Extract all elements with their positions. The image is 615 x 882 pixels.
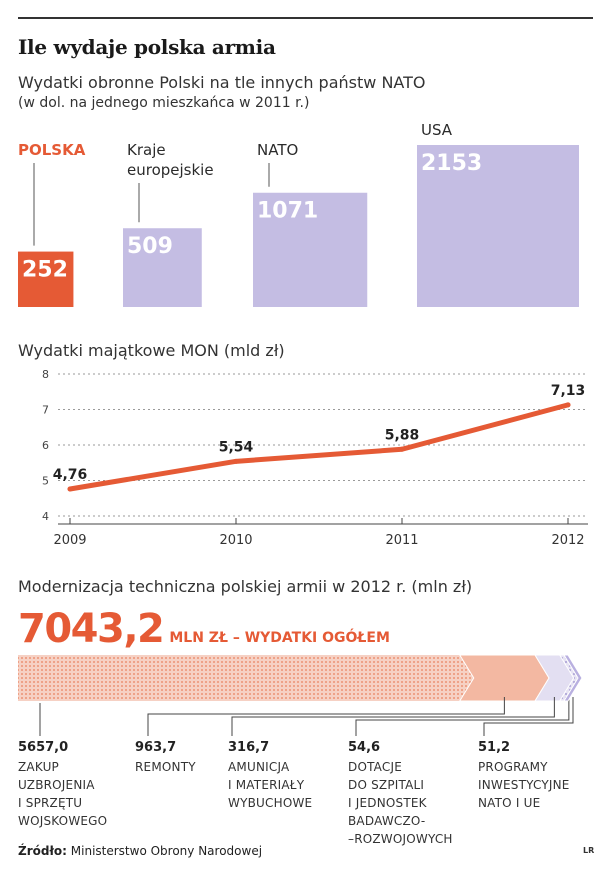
segment-value: 51,2 <box>478 740 511 755</box>
bar-3 <box>417 145 579 307</box>
bar-value-label-2: 1071 <box>257 199 318 224</box>
category-label-3: USA <box>421 121 453 139</box>
leader-line <box>355 697 570 736</box>
segment-label: PROGRAMY INWESTYCYJNE NATO I UE <box>478 760 570 810</box>
category-label-1: Kraje <box>127 141 166 159</box>
category-label-2: NATO <box>257 141 298 159</box>
segment-caption: 963,7 REMONTY <box>135 740 196 776</box>
category-label-1: europejskie <box>127 161 214 179</box>
x-tick-label: 2010 <box>219 533 252 548</box>
y-tick-label: 7 <box>42 404 49 417</box>
publisher-logo: LR <box>583 846 595 855</box>
total-spending: 7043,2 MLN ZŁ – WYDATKI OGÓŁEM <box>18 606 390 652</box>
segment-value: 54,6 <box>348 740 381 755</box>
page-title: Ile wydaje polska armia <box>18 35 276 59</box>
total-value: 7043,2 <box>18 606 165 652</box>
data-label: 7,13 <box>551 383 586 399</box>
data-point <box>399 446 405 452</box>
x-tick-label: 2012 <box>551 533 584 548</box>
data-label: 5,54 <box>219 439 254 455</box>
modernization-breakdown-chart <box>18 654 583 736</box>
capital-expenditure-chart: 4 5 6 7 8 2009 2010 2011 2012 4,76 5,54 5,88 7,13 <box>42 368 588 548</box>
bar-2 <box>253 192 368 307</box>
section1-subtitle-line1: Wydatki obronne Polski na tle innych pań… <box>18 73 426 92</box>
source-label: Źródło: <box>18 844 67 858</box>
data-point <box>233 458 239 464</box>
bar-0 <box>18 251 74 307</box>
segment-label: AMUNICJA I MATERIAŁY WYBUCHOWE <box>228 760 313 810</box>
y-tick-label: 4 <box>42 510 49 523</box>
source-text: Ministerstwo Obrony Narodowej <box>70 844 263 858</box>
bar-1 <box>123 228 202 307</box>
bar-value-label-0: 252 <box>22 258 68 283</box>
x-tick-label: 2009 <box>53 533 86 548</box>
segment-caption: 316,7 AMUNICJA I MATERIAŁY WYBUCHOWE <box>228 740 312 812</box>
segment-caption: 51,2 PROGRAMY INWESTYCYJNE NATO I UE <box>478 740 570 812</box>
segment-4 <box>563 654 583 702</box>
data-line <box>67 402 571 492</box>
segment-value: 963,7 <box>135 740 177 755</box>
segment-label: DOTACJE DO SZPITALI I JEDNOSTEK BADAWCZO… <box>348 760 453 846</box>
data-point <box>565 402 571 408</box>
segment-caption: 54,6 DOTACJE DO SZPITALI I JEDNOSTEK BAD… <box>348 740 453 848</box>
segment-value: 316,7 <box>228 740 270 755</box>
segment-0 <box>18 655 474 701</box>
y-tick-label: 6 <box>42 439 49 452</box>
section2-subtitle: Wydatki majątkowe MON (mld zł) <box>18 341 285 360</box>
top-rule <box>18 17 593 19</box>
data-label: 5,88 <box>385 427 420 443</box>
leader-line <box>483 697 574 736</box>
segment-caption: 5657,0 ZAKUP UZBROJENIA I SPRZĘTU WOJSKO… <box>18 740 107 830</box>
y-tick-label: 8 <box>42 368 49 381</box>
bar-value-label-1: 509 <box>127 234 173 259</box>
section1-subtitle: Wydatki obronne Polski na tle innych pań… <box>18 73 425 113</box>
section3-subtitle: Modernizacja techniczna polskiej armii w… <box>18 577 473 596</box>
segment-label: REMONTY <box>135 760 196 774</box>
y-tick-label: 5 <box>42 475 49 488</box>
x-tick-label: 2011 <box>385 533 418 548</box>
bar-value-label-3: 2153 <box>421 151 482 176</box>
category-label-0: POLSKA <box>18 141 86 159</box>
segment-value: 5657,0 <box>18 740 69 755</box>
leader-line <box>231 697 555 736</box>
section1-subtitle-line2: (w dol. na jednego mieszkańca w 2011 r.) <box>18 95 310 111</box>
data-label: 4,76 <box>53 467 88 483</box>
defense-per-capita-chart: 252 POLSKA 509 Kraje europejskie 1071 NATO 2153… <box>18 121 579 307</box>
leader-line <box>147 697 505 736</box>
segment-label: ZAKUP UZBROJENIA I SPRZĘTU WOJSKOWEGO <box>18 760 108 828</box>
source-note: Źródło: Ministerstwo Obrony Narodowej <box>18 844 262 858</box>
total-label: MLN ZŁ – WYDATKI OGÓŁEM <box>169 630 390 646</box>
data-point <box>67 486 73 492</box>
